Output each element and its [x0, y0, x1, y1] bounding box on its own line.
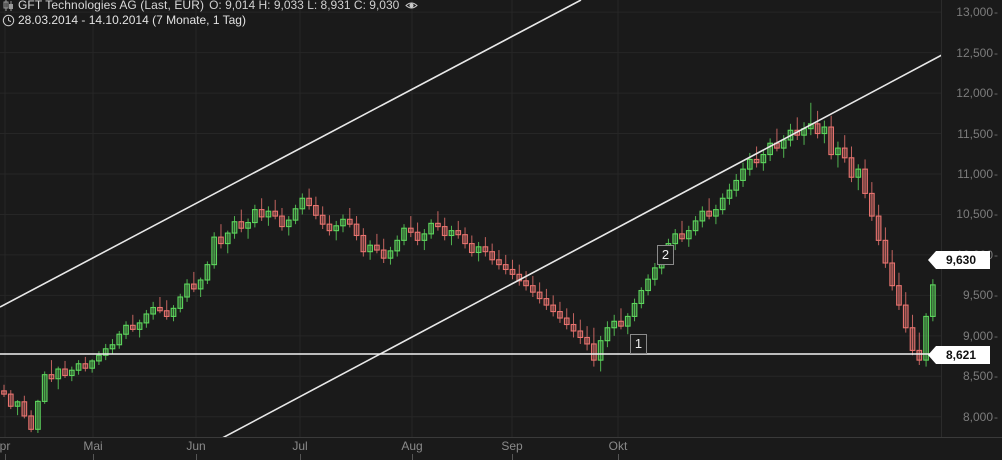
- badge-pointer: [928, 251, 936, 269]
- time-tick-label: Aug: [401, 439, 423, 453]
- time-tick-label: pr: [0, 439, 11, 453]
- price-tick-label: 9,500-: [962, 288, 998, 303]
- time-tick-label: Mai: [83, 439, 103, 453]
- time-tick-mark: [512, 454, 513, 460]
- annotation-marker-2[interactable]: 2: [657, 245, 674, 265]
- time-tick-label: Jul: [292, 439, 308, 453]
- time-tick-mark: [196, 454, 197, 460]
- price-tick-label: 11,500-: [957, 126, 998, 141]
- price-tick-label: 8,000-: [962, 409, 998, 424]
- price-axis[interactable]: 13,000- 12,500- 12,000- 11,500- 11,000- 10,50…: [928, 0, 1002, 437]
- price-tick-label: 9,000-: [962, 328, 998, 343]
- price-tick-label: 12,000-: [956, 86, 998, 101]
- chart-gridlines: [0, 0, 941, 437]
- time-tick-label: Jun: [186, 439, 206, 453]
- time-tick-label: Sep: [501, 439, 523, 453]
- price-tick-label: 11,000-: [957, 166, 998, 181]
- price-tick-label: 10,500-: [956, 207, 998, 222]
- time-tick-label: Okt: [608, 439, 628, 453]
- time-axis[interactable]: pr Mai Jun Jul Aug Sep Okt: [0, 437, 1002, 460]
- price-tick-label: 13,000-: [956, 5, 998, 20]
- price-tick-label: 12,500-: [956, 45, 998, 60]
- time-tick-mark: [300, 454, 301, 460]
- time-tick-mark: [93, 454, 94, 460]
- time-tick-mark: [412, 454, 413, 460]
- horizontal-line-price-badge[interactable]: 8,621: [928, 346, 990, 364]
- time-tick-mark: [618, 454, 619, 460]
- chart-plot-area[interactable]: [0, 0, 941, 437]
- badge-pointer: [928, 346, 936, 364]
- chart-overlay-lines[interactable]: [0, 0, 941, 437]
- time-tick-mark: [5, 454, 6, 460]
- badge-value: 8,621: [936, 346, 990, 364]
- annotation-marker-1[interactable]: 1: [630, 334, 647, 354]
- badge-value: 9,630: [936, 251, 990, 269]
- last-price-badge[interactable]: 9,630: [928, 251, 990, 269]
- price-tick-label: 8,500-: [962, 369, 998, 384]
